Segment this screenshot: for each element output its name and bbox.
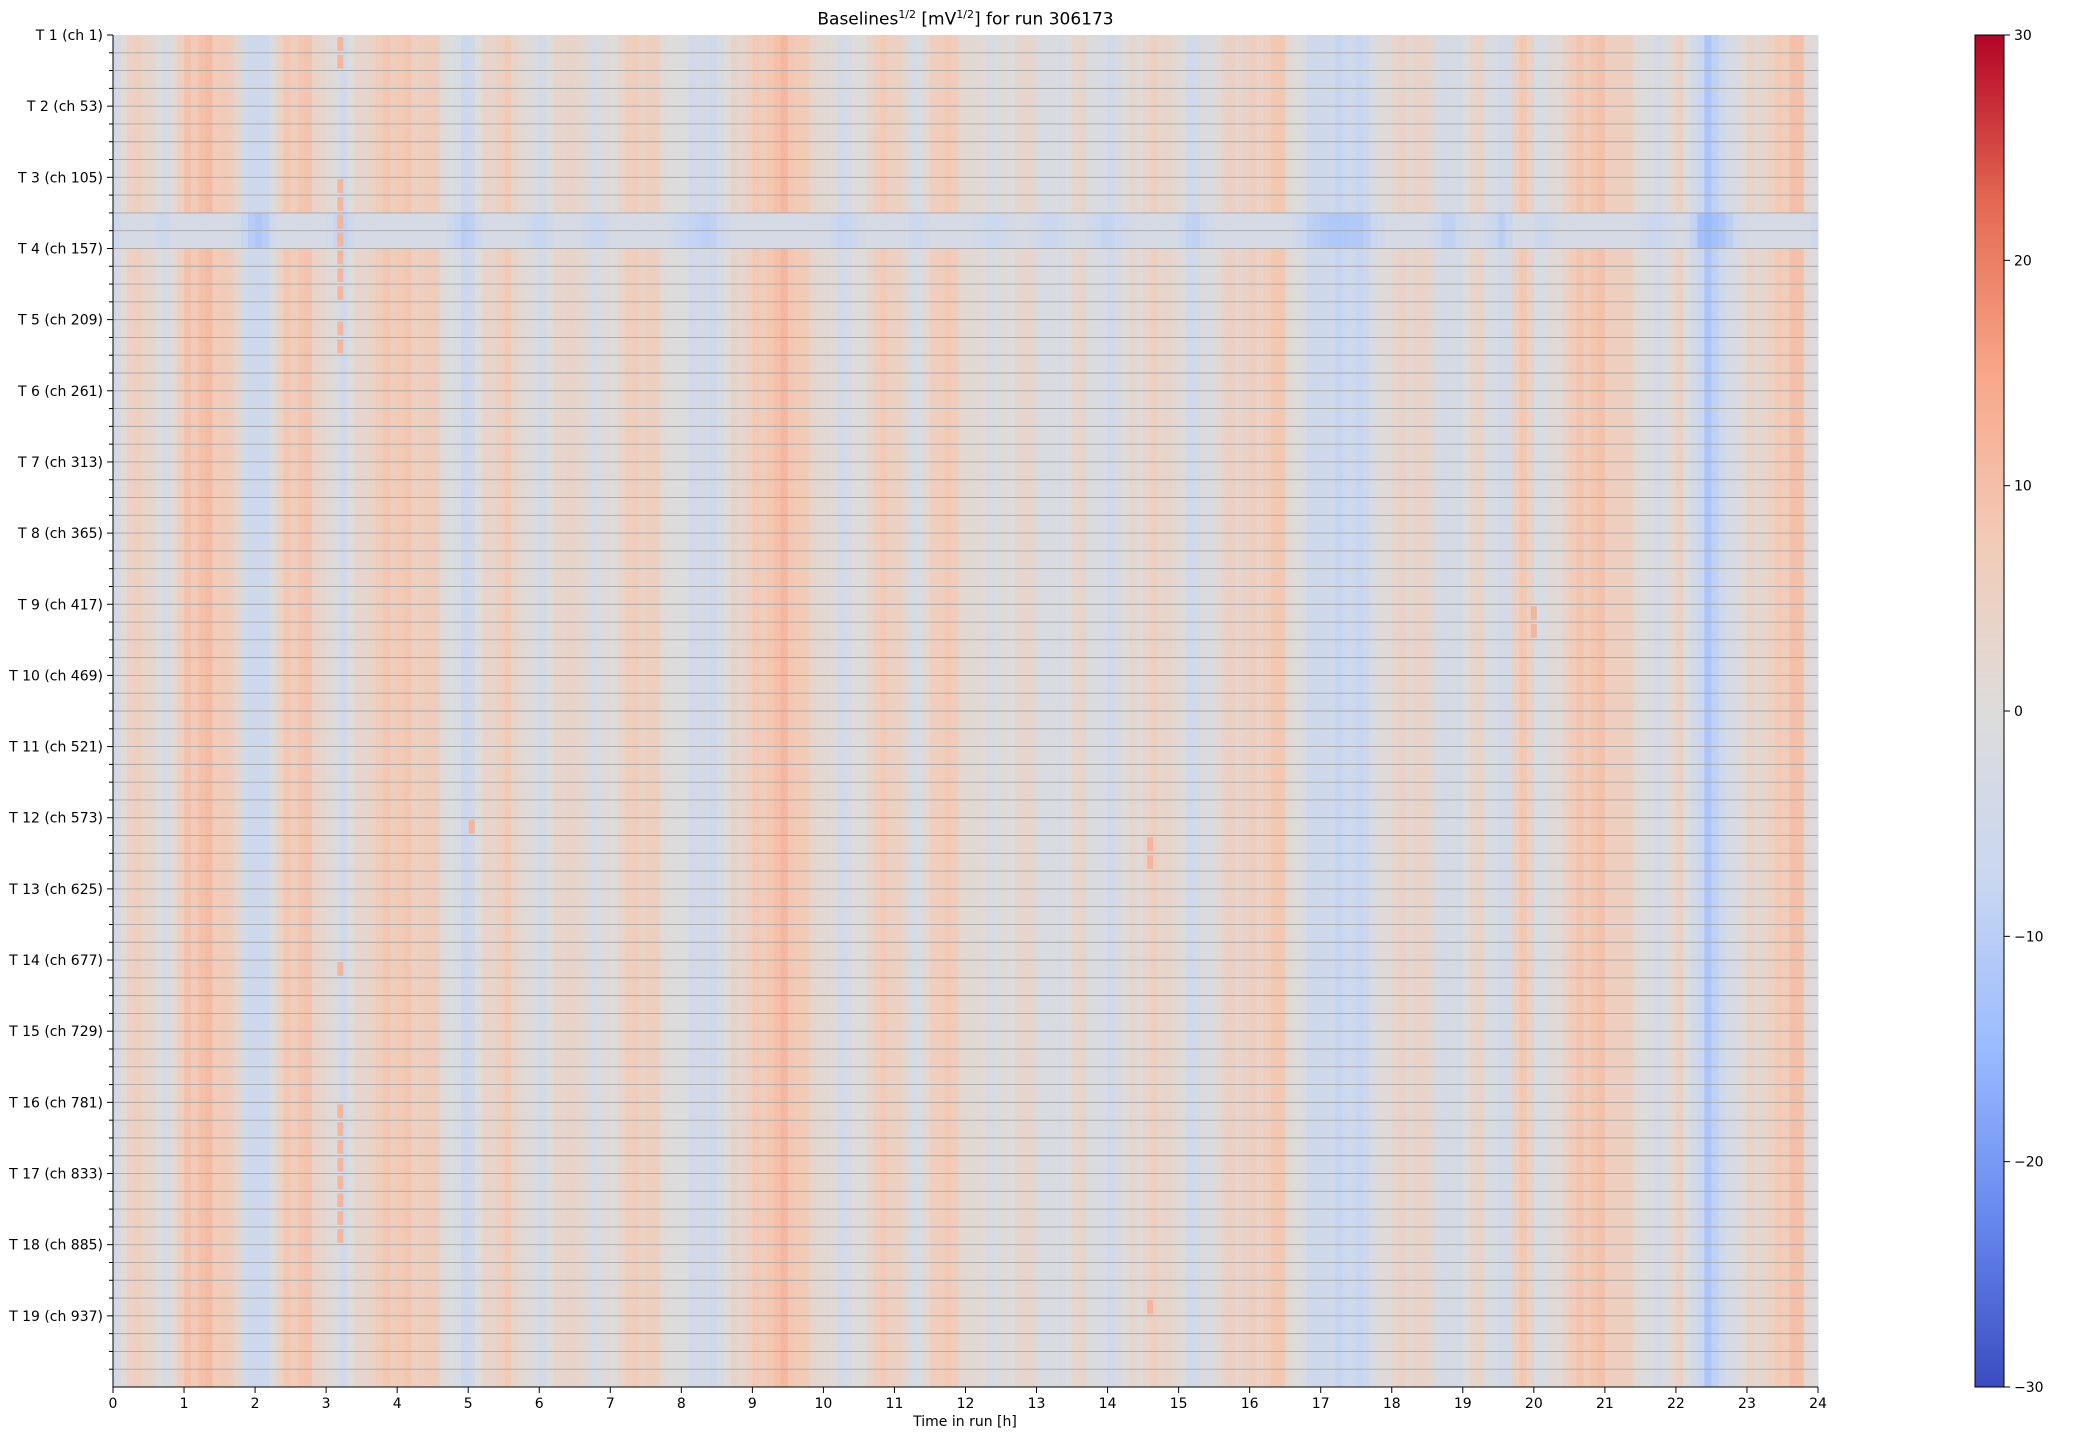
- y-axis: T 1 (ch 1) T 2 (ch 53) T 3 (ch 105) T 4 (ch…: [8, 28, 114, 1387]
- heatmap-hotspot: [337, 54, 344, 69]
- title-rest: ] for run 306173: [973, 9, 1114, 30]
- title-exponent-1: 1/2: [898, 8, 917, 21]
- x-tick-label: 7: [606, 1396, 615, 1412]
- colorbar-tick-label: −30: [2014, 1380, 2044, 1396]
- x-tick-label: 1: [180, 1396, 189, 1412]
- chart-title: Baselines1/2 [mV1/2] for run 306173: [113, 8, 1818, 30]
- y-tick-label: T 9 (ch 417): [17, 597, 103, 613]
- y-tick-label: T 3 (ch 105): [17, 170, 103, 186]
- heatmap-hotspot: [337, 1122, 344, 1136]
- heatmap-hotspot: [337, 1104, 344, 1119]
- y-tick-label: T 15 (ch 729): [8, 1024, 103, 1040]
- y-tick-label: T 4 (ch 157): [17, 241, 103, 257]
- heatmap-hotspot: [1147, 1300, 1154, 1314]
- x-tick-label: 4: [393, 1396, 402, 1412]
- x-tick-label: 13: [1028, 1396, 1046, 1412]
- heatmap-hotspot: [337, 962, 344, 976]
- heatmap-hotspot: [337, 37, 344, 51]
- x-tick-label: 20: [1525, 1396, 1543, 1412]
- heatmap-hotspot: [337, 1193, 344, 1208]
- colorbar-tick-label: 30: [2014, 28, 2032, 44]
- y-tick-label: T 7 (ch 313): [17, 455, 103, 471]
- x-tick-label: 8: [677, 1396, 686, 1412]
- y-tick-label: T 11 (ch 521): [8, 740, 103, 756]
- heatmap-hotspot: [337, 321, 344, 336]
- heatmap-hotspot: [337, 339, 344, 354]
- x-tick-label: 9: [748, 1396, 757, 1412]
- x-tick-label: 15: [1170, 1396, 1188, 1412]
- heatmap-hotspot: [1147, 837, 1154, 852]
- x-tick-label: 0: [109, 1396, 118, 1412]
- y-tick-label: T 2 (ch 53): [26, 99, 103, 115]
- x-axis-label: Time in run [h]: [912, 1414, 1017, 1430]
- colorbar-tick-label: 20: [2014, 253, 2032, 269]
- heatmap-hotspot: [468, 819, 475, 834]
- colorbar-ticks: 30 20 10 0 −10 −20 −30: [1974, 28, 2044, 1396]
- x-tick-label: 18: [1383, 1396, 1401, 1412]
- x-tick-label: 19: [1454, 1396, 1472, 1412]
- x-tick-label: 3: [322, 1396, 331, 1412]
- heatmap-hotspot: [337, 268, 344, 283]
- y-tick-label: T 1 (ch 1): [35, 28, 103, 44]
- heatmap-hotspot: [337, 1175, 344, 1190]
- y-tick-label: T 10 (ch 469): [8, 668, 103, 684]
- heatmap-hotspot: [337, 1157, 344, 1172]
- x-tick-label: 10: [815, 1396, 833, 1412]
- heatmap-hotspot: [1147, 855, 1154, 870]
- row-separators: [113, 52, 1818, 1370]
- x-tick-label: 21: [1596, 1396, 1614, 1412]
- heatmap-hotspot: [337, 179, 344, 194]
- x-tick-label: 22: [1667, 1396, 1685, 1412]
- y-tick-label: T 19 (ch 937): [8, 1309, 103, 1325]
- x-tick-label: 5: [464, 1396, 473, 1412]
- title-exponent-2: 1/2: [956, 8, 974, 21]
- heatmap-hotspot: [337, 214, 344, 229]
- y-tick-label: T 17 (ch 833): [8, 1167, 103, 1183]
- y-tick-label: T 14 (ch 677): [8, 953, 103, 969]
- y-tick-label: T 6 (ch 261): [17, 384, 103, 400]
- colorbar-tick-label: 10: [2014, 479, 2032, 495]
- heatmap-hotspot: [337, 232, 344, 247]
- x-tick-label: 23: [1738, 1396, 1756, 1412]
- y-tick-label: T 16 (ch 781): [8, 1095, 103, 1111]
- heatmap-hotspot: [337, 286, 344, 300]
- heatmap-hotspot: [1530, 606, 1537, 621]
- colorbar-tick-label: −10: [2014, 929, 2044, 945]
- heatmap-hotspot: [337, 1211, 344, 1225]
- title-main: Baselines: [817, 9, 899, 30]
- x-axis: 0 1 2 3 4 5 6 7 8 9 10 11 12 13 14 15 16 17 18 19 20 21 22 23 24: [109, 1386, 1827, 1412]
- x-tick-label: 11: [886, 1396, 904, 1412]
- x-tick-label: 17: [1312, 1396, 1330, 1412]
- heatmap-hotspot: [337, 1228, 344, 1243]
- heatmap-hotspot: [337, 250, 344, 265]
- heatmap-hotspot: [337, 197, 344, 211]
- heatmap-hotspot: [337, 1139, 344, 1154]
- colorbar: [1975, 35, 2004, 1387]
- colorbar-tick-label: 0: [2014, 704, 2023, 720]
- colorbar-tick-label: −20: [2014, 1155, 2044, 1171]
- x-tick-label: 14: [1099, 1396, 1117, 1412]
- heatmap-hotspots: [337, 37, 1537, 1314]
- x-tick-label: 6: [535, 1396, 544, 1412]
- x-tick-label: 16: [1241, 1396, 1259, 1412]
- heatmap-hotspot: [1530, 624, 1537, 638]
- y-tick-label: T 5 (ch 209): [17, 313, 103, 329]
- x-tick-label: 2: [251, 1396, 260, 1412]
- y-tick-label: T 8 (ch 365): [17, 526, 103, 542]
- y-tick-label: T 13 (ch 625): [8, 882, 103, 898]
- y-tick-label: T 12 (ch 573): [8, 811, 103, 827]
- x-tick-label: 24: [1809, 1396, 1827, 1412]
- title-unit-open: [mV: [916, 9, 957, 30]
- y-tick-label: T 18 (ch 885): [8, 1238, 103, 1254]
- x-tick-label: 12: [957, 1396, 975, 1412]
